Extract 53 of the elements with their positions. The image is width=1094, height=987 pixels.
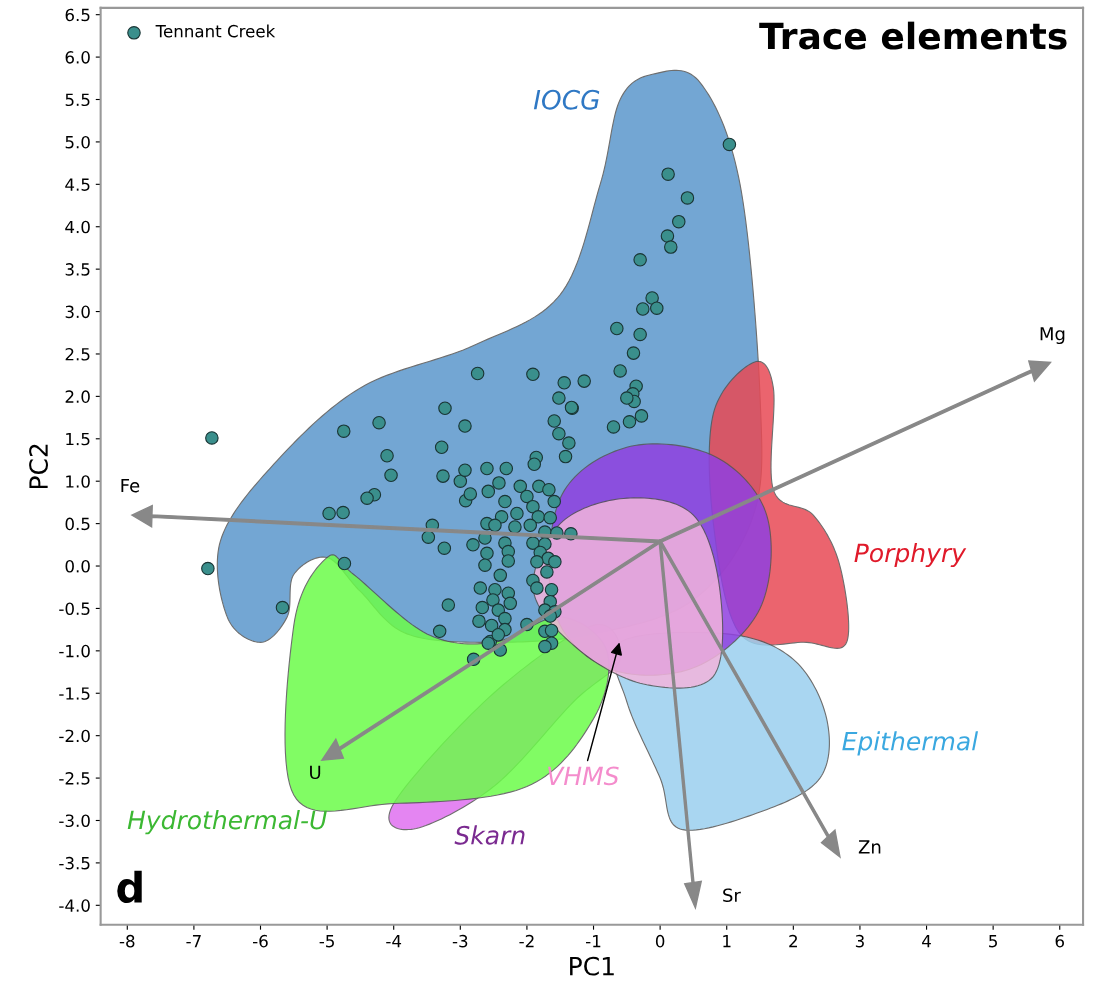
y-tick-label: 0.0 (65, 559, 90, 573)
x-axis-title: PC1 (570, 956, 614, 976)
annotation: Sr (723, 888, 741, 903)
x-tick-label: -4 (386, 935, 402, 948)
y-tick-label: 5.0 (65, 135, 90, 149)
y-tick-label: 4.0 (65, 220, 90, 234)
annotation: Mg (1040, 327, 1065, 345)
x-tick-label: -6 (253, 934, 268, 948)
x-tick-label: -5 (319, 935, 334, 948)
y-axis-title: PC2 (29, 444, 49, 489)
x-tick-label: 0 (655, 934, 665, 948)
y-tick-label: -1.0 (59, 644, 90, 658)
annotation: Hydrothermal-U (127, 810, 327, 835)
y-tick-label: 3.5 (65, 263, 90, 276)
y-tick-label: -0.5 (59, 602, 90, 615)
x-tick-label: 3 (855, 934, 864, 948)
annotation: d (117, 870, 142, 903)
x-tick-label: 1 (723, 935, 731, 948)
annotation: Zn (858, 840, 881, 854)
x-tick-label: 2 (789, 934, 797, 948)
x-tick-label: 6 (1055, 934, 1064, 948)
annotation: Porphyry (854, 542, 967, 568)
x-tick-label: -7 (186, 935, 201, 948)
legend-label: Tennant Creek (155, 24, 276, 38)
annotation: Skarn (454, 825, 525, 845)
annotation: VHMS (548, 766, 619, 786)
y-tick-label: -3.0 (59, 814, 90, 828)
y-tick-label: 0.5 (65, 517, 90, 531)
y-tick-label: 2.0 (65, 390, 90, 403)
y-tick-label: 6.5 (65, 8, 90, 22)
y-tick-label: 5.5 (65, 93, 90, 107)
y-tick-label: -2.0 (59, 729, 90, 743)
y-tick-label: 6.0 (65, 51, 90, 64)
y-tick-label: -2.5 (59, 772, 90, 785)
y-tick-label: -1.5 (59, 687, 90, 700)
annotation: IOCG (533, 89, 600, 110)
y-tick-label: -3.5 (59, 856, 90, 870)
x-tick-label: 4 (922, 935, 931, 948)
annotation: Fe (121, 478, 140, 493)
y-tick-label: 2.5 (65, 347, 90, 361)
x-tick-label: -3 (452, 934, 468, 948)
annotation: Epithermal (842, 731, 979, 756)
x-tick-label: -8 (119, 934, 135, 948)
x-tick-label: 5 (989, 935, 997, 948)
chart-title: Trace elements (759, 21, 1067, 50)
y-tick-label: -4.0 (59, 899, 90, 912)
x-tick-label: -2 (519, 934, 534, 948)
y-tick-label: 3.0 (65, 305, 90, 319)
y-tick-label: 4.5 (65, 178, 90, 191)
x-tick-label: -1 (586, 935, 601, 948)
y-tick-label: 1.0 (66, 475, 90, 488)
annotation: U (310, 765, 321, 780)
y-tick-label: 1.5 (66, 432, 90, 446)
